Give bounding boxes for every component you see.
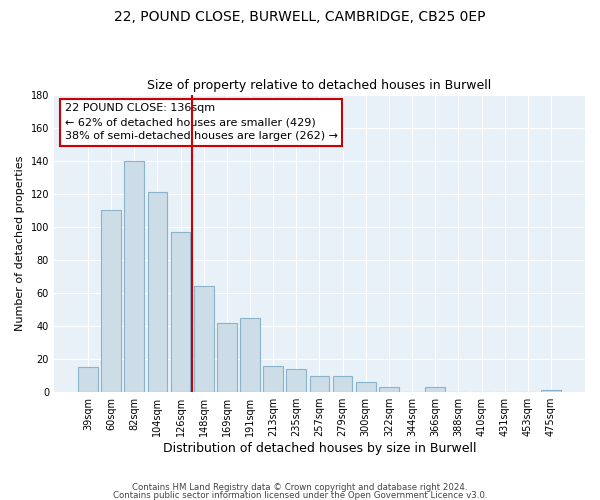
Bar [217, 322, 236, 392]
X-axis label: Distribution of detached houses by size in Burwell: Distribution of detached houses by size … [163, 442, 476, 455]
Bar [240, 318, 260, 392]
Bar [286, 369, 306, 392]
Title: Size of property relative to detached houses in Burwell: Size of property relative to detached ho… [148, 79, 491, 92]
Bar [148, 192, 167, 392]
Text: Contains HM Land Registry data © Crown copyright and database right 2024.: Contains HM Land Registry data © Crown c… [132, 484, 468, 492]
Y-axis label: Number of detached properties: Number of detached properties [15, 156, 25, 331]
Bar [124, 160, 144, 392]
Bar [263, 366, 283, 392]
Bar [379, 387, 399, 392]
Bar [310, 376, 329, 392]
Bar [333, 376, 352, 392]
Text: 22, POUND CLOSE, BURWELL, CAMBRIDGE, CB25 0EP: 22, POUND CLOSE, BURWELL, CAMBRIDGE, CB2… [114, 10, 486, 24]
Text: Contains public sector information licensed under the Open Government Licence v3: Contains public sector information licen… [113, 490, 487, 500]
Bar [356, 382, 376, 392]
Text: 22 POUND CLOSE: 136sqm
← 62% of detached houses are smaller (429)
38% of semi-de: 22 POUND CLOSE: 136sqm ← 62% of detached… [65, 104, 338, 142]
Bar [194, 286, 214, 392]
Bar [425, 387, 445, 392]
Bar [170, 232, 190, 392]
Bar [78, 368, 98, 392]
Bar [101, 210, 121, 392]
Bar [541, 390, 561, 392]
